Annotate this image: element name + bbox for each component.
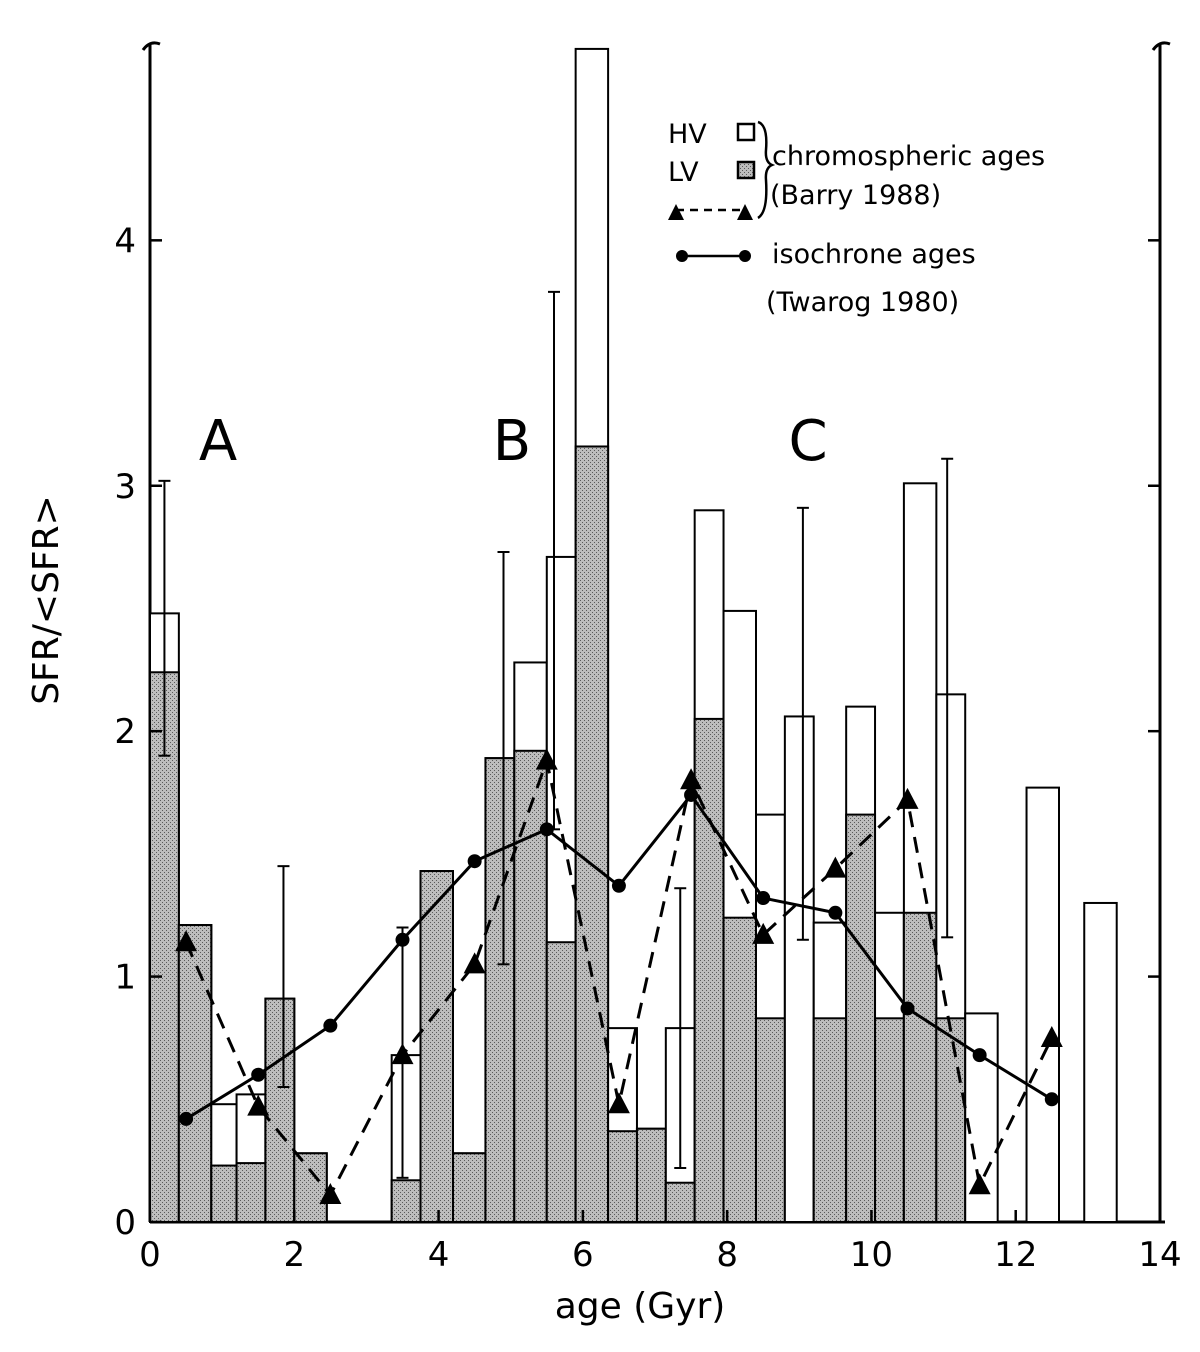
y-tick-label-4: 4 — [114, 221, 136, 261]
lv-bar-6 — [390, 1179, 422, 1224]
hv-bar-26 — [1025, 786, 1061, 1223]
lv-bar-20 — [812, 1017, 848, 1223]
hv-bar-27 — [1083, 901, 1118, 1223]
lv-bar-5 — [293, 1152, 328, 1223]
triangle-point-9 — [824, 856, 847, 878]
x-tick-label-5: 10 — [850, 1235, 893, 1275]
lv-bar-18 — [755, 1017, 786, 1223]
legend-brace — [757, 120, 776, 220]
x-tick-label-7: 14 — [1138, 1235, 1181, 1275]
lv-bar-21 — [845, 813, 877, 1223]
circle-point-8 — [756, 891, 771, 906]
triangle-point-6 — [607, 1092, 630, 1114]
circle-point-12 — [1044, 1092, 1059, 1107]
lv-bar-12 — [574, 445, 610, 1223]
region-label-c: C — [788, 409, 827, 474]
lv-bar-14 — [635, 1127, 667, 1224]
legend-iso-ref: (Twarog 1980) — [766, 287, 959, 318]
lv-bar-8 — [452, 1152, 487, 1223]
circle-point-0 — [179, 1111, 194, 1126]
legend-triangle-marker-right — [737, 204, 753, 220]
lv-bar-7 — [419, 870, 454, 1223]
triangle-point-4 — [463, 952, 486, 974]
circle-point-9 — [828, 905, 843, 920]
y-tick-label-2: 2 — [114, 712, 136, 752]
legend-hv-swatch — [736, 122, 756, 142]
lv-bar-15 — [664, 1181, 696, 1223]
legend-triangle-marker-left — [668, 204, 684, 220]
circle-point-5 — [539, 822, 554, 837]
hv-bar-19 — [783, 715, 815, 1223]
data-series — [175, 748, 1063, 1205]
x-axis-title: age (Gyr) — [555, 1286, 726, 1327]
legend-hv-label: HV — [668, 119, 707, 150]
lv-bar-13 — [607, 1130, 638, 1223]
x-tick-label-4: 8 — [716, 1235, 738, 1275]
circle-point-7 — [684, 787, 699, 802]
y-axis-title: SFR/<SFR> — [26, 495, 67, 705]
legend-circle-marker-right — [739, 250, 751, 262]
x-tick-label-3: 6 — [572, 1235, 594, 1275]
triangle-point-2 — [319, 1183, 342, 1205]
triangle-point-11 — [968, 1173, 991, 1195]
triangle-point-8 — [752, 922, 775, 944]
x-tick-label-2: 4 — [428, 1235, 450, 1275]
lv-bar-11 — [545, 941, 577, 1223]
lv-bar-4 — [264, 997, 296, 1223]
circle-point-6 — [611, 878, 626, 893]
legend: HV LV chromospheric ages (Barry 1988) is… — [668, 119, 1045, 318]
triangle-point-3 — [391, 1043, 414, 1065]
lv-bar-24 — [935, 1017, 967, 1223]
circle-point-4 — [467, 854, 482, 869]
y-tick-label-1: 1 — [114, 958, 136, 998]
right-axis-cap — [1151, 41, 1171, 51]
triangle-point-7 — [680, 768, 703, 790]
x-tick-label-0: 0 — [139, 1235, 161, 1275]
circle-point-3 — [395, 932, 410, 947]
y-tick-label-3: 3 — [114, 467, 136, 507]
triangle-point-1 — [247, 1094, 270, 1116]
triangle-point-0 — [175, 930, 198, 952]
legend-chromo-ref: (Barry 1988) — [770, 180, 941, 211]
triangle-point-5 — [535, 748, 558, 770]
lv-bar-3 — [235, 1162, 267, 1223]
lv-bar-10 — [513, 749, 548, 1223]
lv-bar-1 — [177, 924, 213, 1223]
lv-bar-16 — [693, 717, 725, 1223]
legend-lv-label: LV — [668, 157, 699, 188]
lv-bar-22 — [874, 1017, 905, 1223]
histogram-bars — [149, 47, 1118, 1224]
circle-point-1 — [251, 1067, 266, 1082]
circle-point-10 — [900, 1001, 915, 1016]
circle-point-11 — [972, 1048, 987, 1063]
lv-bar-23 — [902, 911, 938, 1224]
triangle-point-10 — [896, 787, 919, 809]
triangle-point-12 — [1040, 1025, 1063, 1047]
lv-bar-9 — [484, 757, 516, 1223]
legend-chromo-label: chromospheric ages — [772, 141, 1045, 172]
circle-point-2 — [323, 1018, 338, 1033]
legend-circle-marker-left — [676, 250, 688, 262]
y-tick-label-0: 0 — [114, 1203, 136, 1243]
lv-bar-2 — [210, 1164, 238, 1224]
x-tick-label-1: 2 — [283, 1235, 305, 1275]
legend-iso-label: isochrone ages — [772, 239, 976, 270]
lv-bar-17 — [722, 916, 757, 1224]
region-label-a: A — [199, 409, 237, 474]
region-label-b: B — [493, 409, 531, 474]
legend-lv-swatch — [736, 160, 756, 180]
error-bars — [158, 290, 954, 1179]
axes — [141, 41, 1171, 1224]
left-axis-cap — [141, 41, 161, 51]
x-tick-label-6: 12 — [994, 1235, 1037, 1275]
